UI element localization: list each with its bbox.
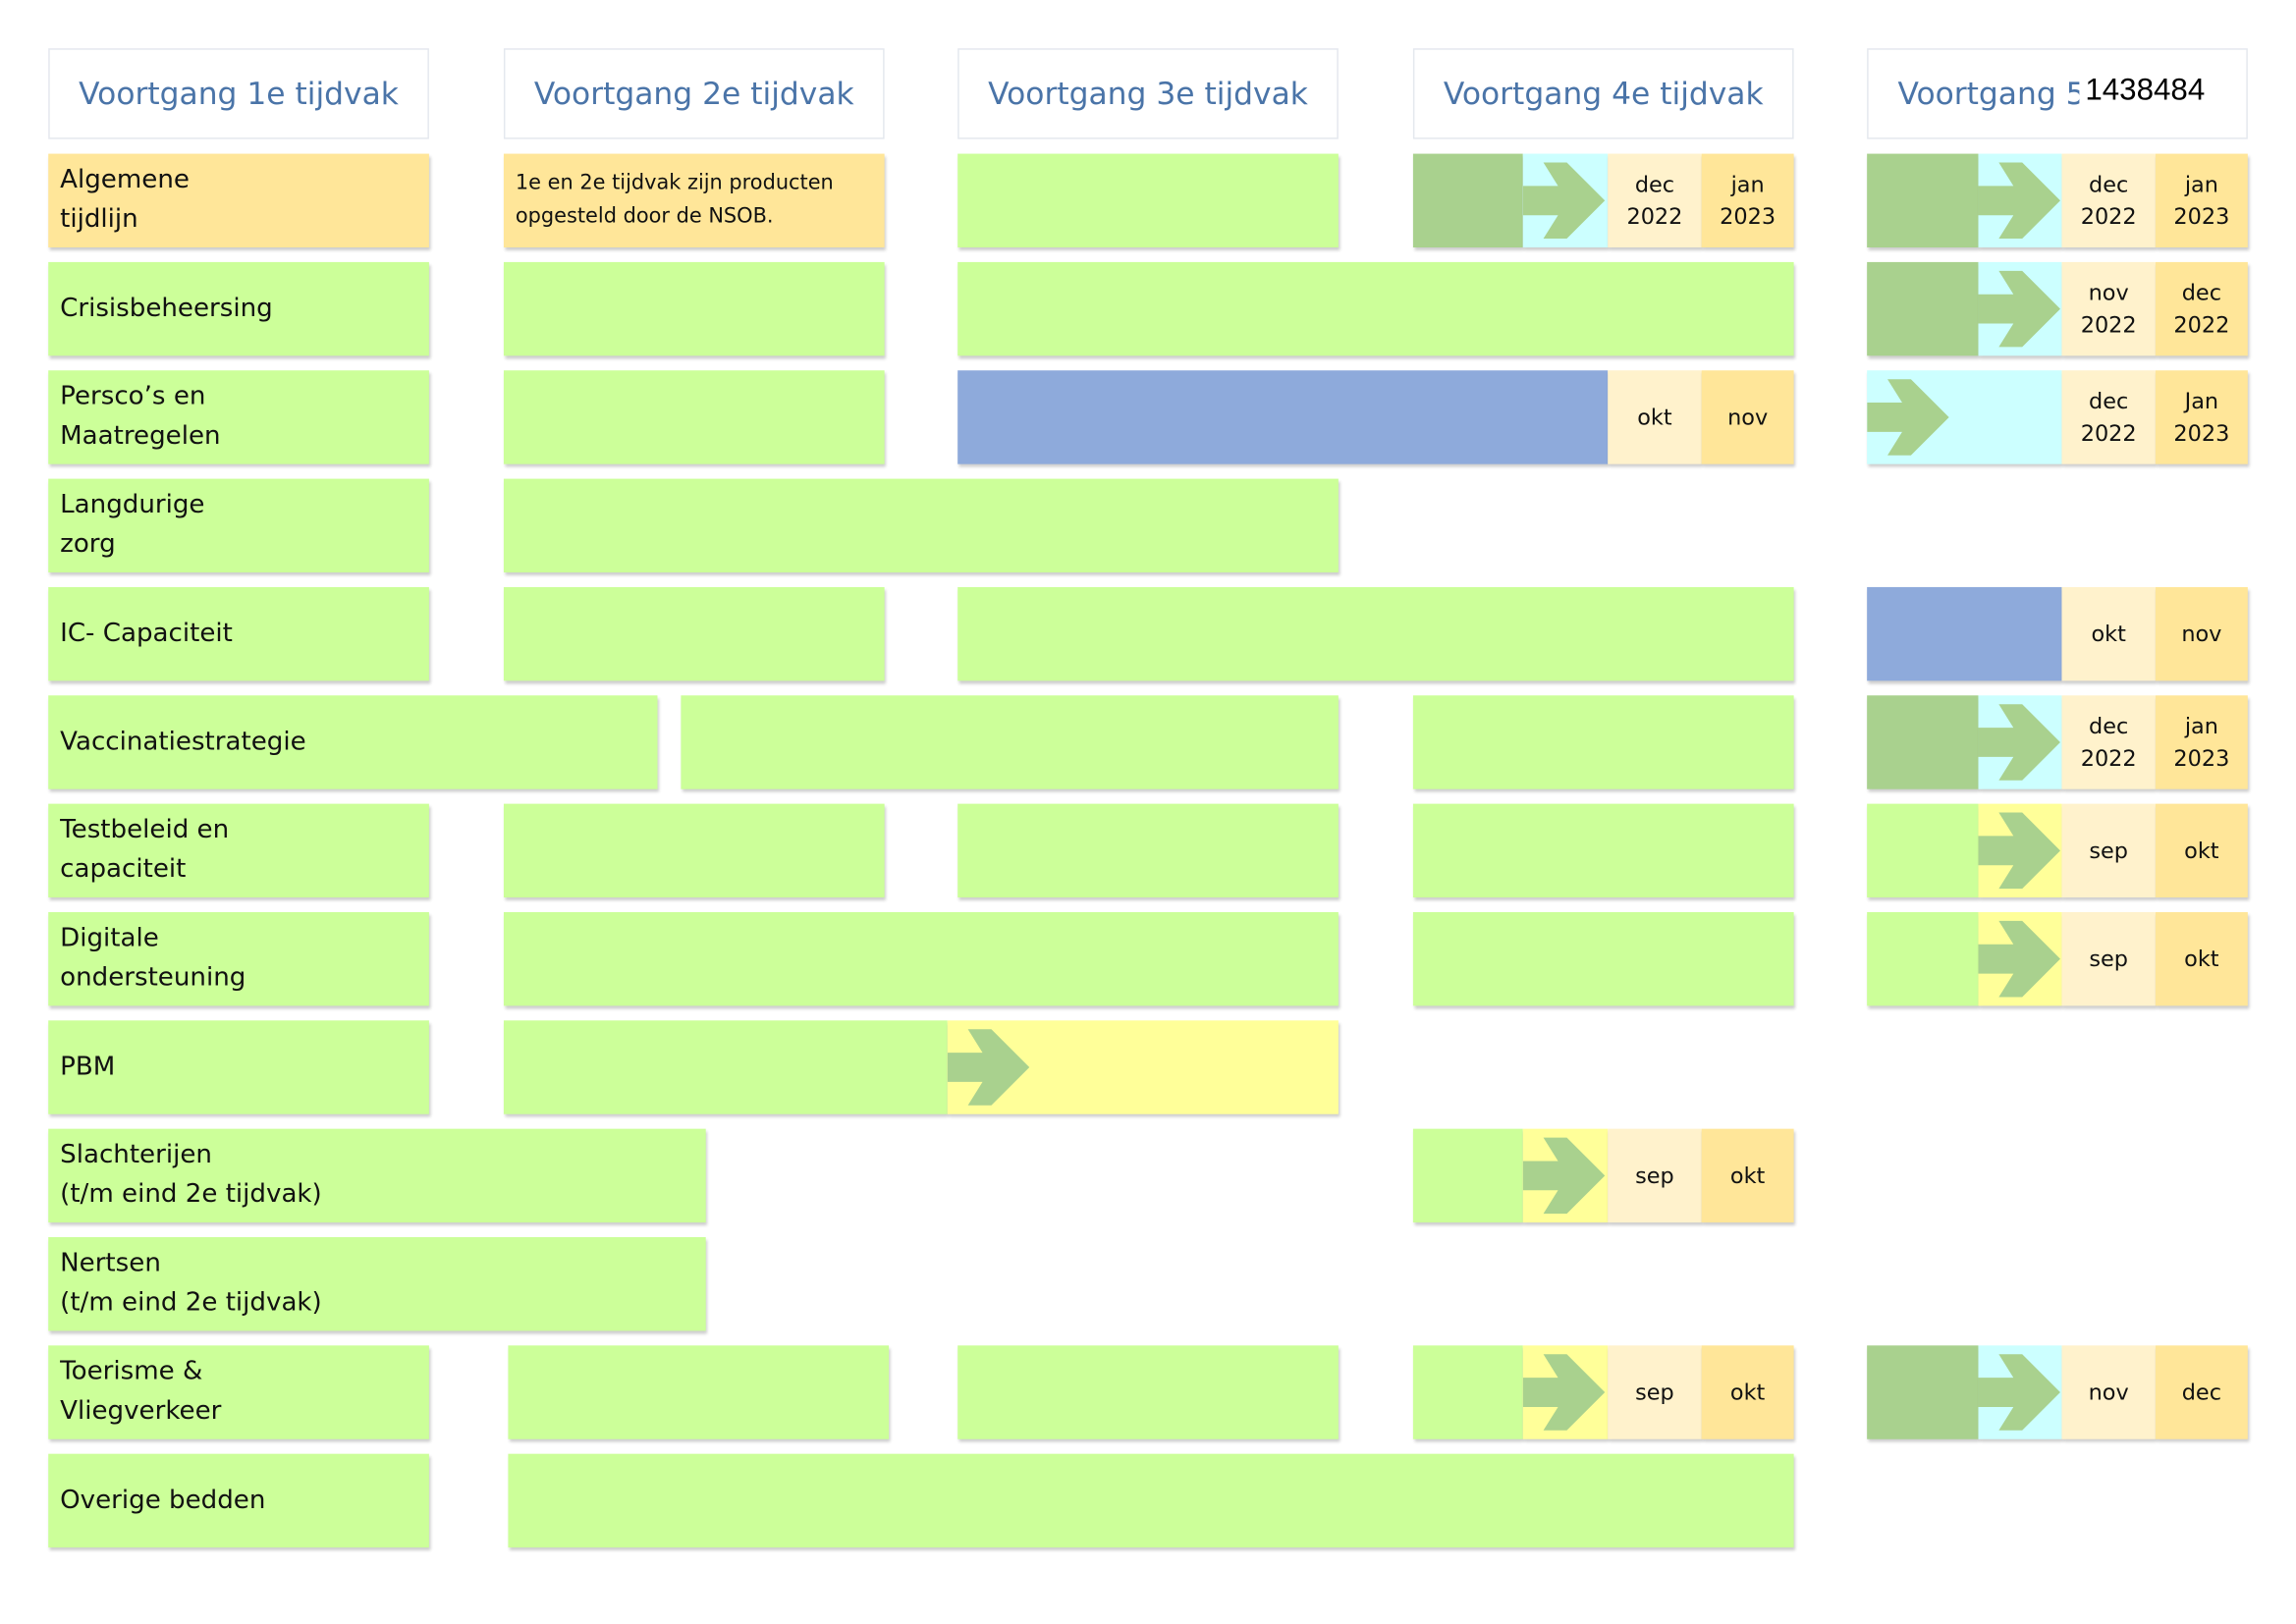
column-header: Voortgang 2e tijdvak	[503, 48, 885, 139]
column-header: Voortgang 3e tijdvak	[957, 48, 1339, 139]
date-cell: okt	[1608, 370, 1702, 464]
date-cell: dec 2022	[1608, 153, 1702, 247]
progress-block	[681, 695, 1339, 789]
progress-block	[957, 370, 1609, 464]
date-cell: sep	[2061, 803, 2156, 898]
date-cell: nov 2022	[2061, 261, 2156, 356]
progress-block	[508, 1345, 890, 1439]
note-cell: 1e en 2e tijdvak zijn producten opgestel…	[503, 153, 885, 247]
arrow-icon	[1522, 162, 1606, 240]
arrow-icon	[1978, 1354, 2060, 1431]
date-cell: jan 2023	[1701, 153, 1794, 247]
arrow-icon	[1978, 704, 2060, 781]
column-header: Voortgang 1e tijdvak	[48, 48, 429, 139]
date-cell: dec 2022	[2061, 695, 2156, 789]
row-label: Slachterijen (t/m eind 2e tijdvak)	[48, 1128, 706, 1223]
date-cell: nov	[1701, 370, 1794, 464]
arrow-icon	[1522, 1137, 1606, 1215]
date-cell: okt	[2061, 586, 2156, 681]
row-label: Digitale ondersteuning	[48, 911, 429, 1006]
progress-block	[957, 586, 1794, 681]
row-label: Testbeleid en capaciteit	[48, 803, 429, 898]
row-label: Vaccinatiestrategie	[48, 695, 658, 789]
progress-block	[1867, 911, 1979, 1006]
progress-block	[1522, 1128, 1609, 1223]
date-cell: dec 2022	[2155, 261, 2248, 356]
progress-block	[1867, 803, 1979, 898]
progress-block	[1978, 911, 2062, 1006]
progress-block	[1867, 370, 2062, 464]
progress-block	[1978, 261, 2062, 356]
progress-block	[1412, 1128, 1523, 1223]
progress-block	[1412, 803, 1794, 898]
date-cell: Jan 2023	[2155, 370, 2248, 464]
progress-block	[503, 370, 885, 464]
progress-block	[1522, 1345, 1609, 1439]
progress-block	[957, 153, 1339, 247]
arrow-icon	[1978, 812, 2060, 890]
progress-block	[1978, 695, 2062, 789]
progress-block	[503, 1020, 948, 1114]
arrow-icon	[1978, 920, 2060, 998]
progress-block	[1522, 153, 1609, 247]
progress-block	[1867, 1345, 1979, 1439]
date-cell: dec 2022	[2061, 370, 2156, 464]
stamp: 1438484	[2079, 73, 2212, 109]
date-cell: jan 2023	[2155, 695, 2248, 789]
progress-block	[503, 261, 885, 356]
date-cell: dec 2022	[2061, 153, 2156, 247]
row-label: IC- Capaciteit	[48, 586, 429, 681]
progress-block	[1978, 1345, 2062, 1439]
row-label: Algemene tijdlijn	[48, 153, 429, 247]
date-cell: nov	[2061, 1345, 2156, 1439]
progress-block	[503, 478, 1339, 573]
progress-block	[1412, 1345, 1523, 1439]
progress-block	[1978, 803, 2062, 898]
progress-block	[1867, 695, 1979, 789]
arrow-icon	[1978, 270, 2060, 348]
row-label: Persco’s en Maatregelen	[48, 370, 429, 464]
date-cell: okt	[1701, 1345, 1794, 1439]
progress-block	[1412, 153, 1523, 247]
column-header: Voortgang 4e tijdvak	[1412, 48, 1794, 139]
date-cell: dec	[2155, 1345, 2248, 1439]
progress-block	[508, 1453, 1794, 1548]
row-label: Toerisme & Vliegverkeer	[48, 1345, 429, 1439]
progress-block	[957, 261, 1794, 356]
progress-block	[503, 911, 1339, 1006]
row-label: PBM	[48, 1020, 429, 1114]
progress-block	[1867, 586, 2062, 681]
progress-block	[957, 803, 1339, 898]
date-cell: jan 2023	[2155, 153, 2248, 247]
row-label: Overige bedden	[48, 1453, 429, 1548]
progress-block	[1412, 911, 1794, 1006]
progress-block	[957, 1345, 1339, 1439]
row-label: Nertsen (t/m eind 2e tijdvak)	[48, 1236, 706, 1331]
progress-block	[503, 803, 885, 898]
arrow-icon	[1522, 1354, 1606, 1431]
row-label: Crisisbeheersing	[48, 261, 429, 356]
date-cell: nov	[2155, 586, 2248, 681]
progress-block	[1867, 261, 1979, 356]
date-cell: sep	[2061, 911, 2156, 1006]
progress-block	[947, 1020, 1339, 1114]
date-cell: okt	[2155, 803, 2248, 898]
date-cell: sep	[1608, 1128, 1702, 1223]
date-cell: sep	[1608, 1345, 1702, 1439]
progress-block	[1412, 695, 1794, 789]
progress-block	[1867, 153, 1979, 247]
progress-block	[1978, 153, 2062, 247]
date-cell: okt	[1701, 1128, 1794, 1223]
date-cell: okt	[2155, 911, 2248, 1006]
arrow-icon	[1867, 379, 1949, 456]
arrow-icon	[947, 1029, 1030, 1106]
row-label: Langdurige zorg	[48, 478, 429, 573]
arrow-icon	[1978, 162, 2060, 240]
progress-block	[503, 586, 885, 681]
